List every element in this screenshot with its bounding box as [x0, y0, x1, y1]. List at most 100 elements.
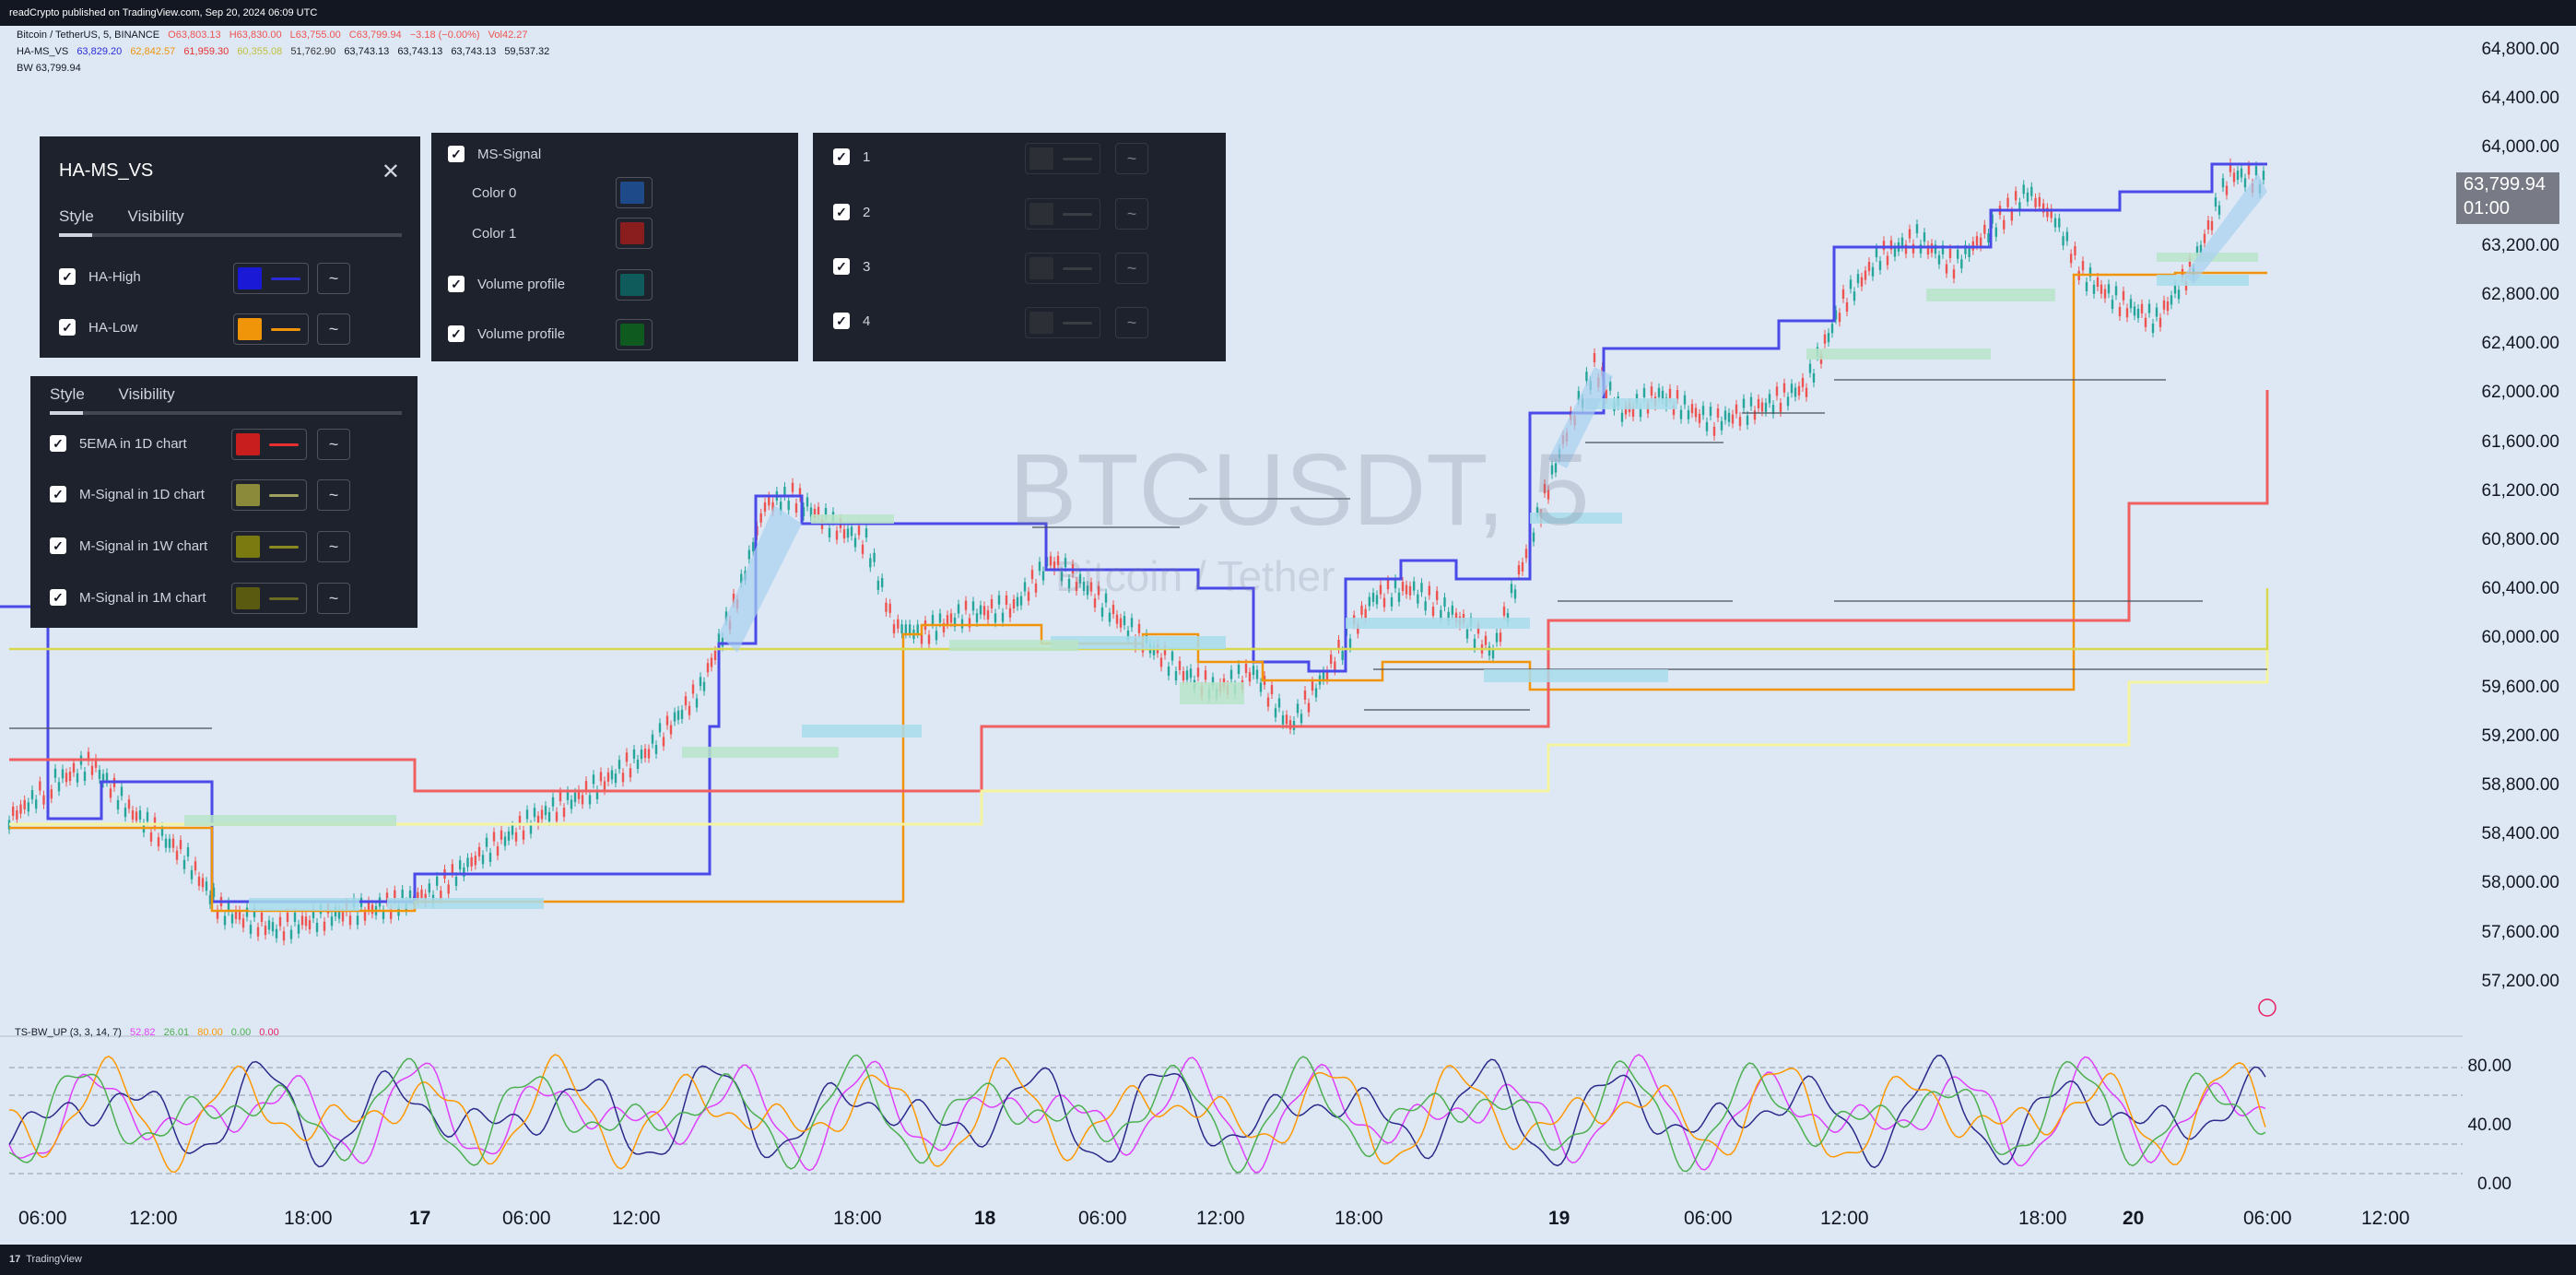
price-chart-canvas[interactable] [0, 26, 2576, 1245]
time-tick: 18:00 [284, 1208, 333, 1229]
line-style-icon[interactable]: ~ [1115, 253, 1148, 284]
time-tick: 17 [409, 1208, 431, 1229]
candle-body [555, 811, 559, 821]
tab-style[interactable]: Style [50, 385, 85, 403]
candle-body [2162, 300, 2166, 310]
candle-body [1956, 249, 1959, 259]
checkbox[interactable]: ✓ [50, 589, 66, 606]
candle-body [573, 792, 577, 802]
candle-body [654, 744, 658, 754]
checkbox[interactable]: ✓ [833, 148, 850, 165]
candle-body [2166, 301, 2170, 312]
color-swatch-msignal-1w[interactable] [231, 531, 307, 562]
checkbox[interactable]: ✓ [50, 486, 66, 502]
candle-body [979, 605, 982, 615]
candle-body [768, 496, 770, 506]
line-style-icon[interactable]: ~ [317, 479, 350, 511]
candle-body [2030, 186, 2033, 196]
candle-body [1760, 402, 1764, 412]
volume-profile-bar [1484, 669, 1668, 682]
candle-body [175, 850, 179, 860]
candle-body [828, 527, 831, 537]
candle-body [824, 508, 828, 518]
checkbox[interactable]: ✓ [833, 204, 850, 220]
line-style-icon[interactable]: ~ [1115, 198, 1148, 230]
color-swatch-volume-profile-2[interactable] [616, 319, 653, 350]
tab-visibility[interactable]: Visibility [118, 385, 175, 403]
candle-body [367, 901, 371, 911]
line-style-icon[interactable]: ~ [317, 429, 350, 460]
line-style-icon[interactable]: ~ [1115, 143, 1148, 174]
color-swatch-color0[interactable] [616, 177, 653, 208]
candle-body [2014, 191, 2017, 201]
candle-body [865, 528, 868, 538]
price-tick: 64,000.00 [2481, 137, 2559, 158]
candle-body [536, 815, 540, 825]
candle-body [1270, 685, 1274, 695]
checkbox[interactable]: ✓ [50, 537, 66, 554]
checkbox[interactable]: ✓ [448, 146, 465, 162]
close-icon[interactable]: ✕ [381, 159, 400, 184]
candle-body [182, 859, 186, 869]
candle-body [2133, 306, 2136, 316]
color-swatch-color1[interactable] [616, 218, 653, 249]
candle-body [105, 773, 109, 783]
time-tick: 12:00 [1820, 1208, 1869, 1229]
checkbox[interactable]: ✓ [448, 325, 465, 342]
checkbox[interactable]: ✓ [448, 276, 465, 292]
candle-body [2034, 197, 2037, 207]
candle-body [960, 619, 964, 629]
candle-body [1382, 597, 1386, 608]
checkbox[interactable]: ✓ [59, 319, 76, 336]
checkbox[interactable]: ✓ [50, 435, 66, 452]
candle-body [1303, 691, 1307, 701]
candle-body [1285, 714, 1288, 725]
candle-body [1086, 585, 1089, 596]
checkbox[interactable]: ✓ [833, 313, 850, 329]
color-swatch-ha-low[interactable] [233, 313, 309, 345]
candle-body [791, 482, 794, 492]
line-style-icon[interactable]: ~ [317, 583, 350, 614]
price-tick: 61,200.00 [2481, 480, 2559, 501]
candle-body [2026, 192, 2029, 202]
candle-body [216, 909, 219, 919]
candle-body [245, 907, 249, 917]
color-swatch-5ema[interactable] [231, 429, 307, 460]
candle-body [1919, 243, 1923, 254]
line-style-icon[interactable]: ~ [1115, 307, 1148, 338]
candle-body [584, 781, 588, 791]
color-swatch-ha-high[interactable] [233, 263, 309, 294]
time-tick: 12:00 [2361, 1208, 2410, 1229]
color-swatch-2[interactable] [1025, 198, 1100, 230]
candle-body [2062, 236, 2064, 246]
color-swatch-msignal-1d[interactable] [231, 479, 307, 511]
candle-body [1012, 598, 1016, 608]
candle-body [1060, 572, 1064, 582]
candle-body [1137, 623, 1141, 633]
line-style-icon[interactable]: ~ [317, 531, 350, 562]
candle-body [2151, 324, 2155, 333]
chart-area[interactable]: Bitcoin / TetherUS, 5, BINANCE O63,803.1… [0, 26, 2576, 1245]
checkbox[interactable]: ✓ [59, 268, 76, 285]
color-swatch-4[interactable] [1025, 307, 1100, 338]
candle-body [850, 526, 853, 537]
candle-body [223, 915, 227, 926]
checkbox[interactable]: ✓ [833, 258, 850, 275]
candle-body [971, 601, 975, 611]
tab-visibility[interactable]: Visibility [127, 207, 184, 225]
line-style-icon[interactable]: ~ [317, 313, 350, 345]
line-style-icon[interactable]: ~ [317, 263, 350, 294]
candle-body [341, 912, 345, 922]
candle-body [68, 772, 72, 782]
settings-panel-levels: ✓ 1 ~ ✓ 2 ~ ✓ 3 ~ ✓ 4 ~ [813, 133, 1226, 361]
candle-body [1495, 632, 1499, 643]
candle-body [1934, 244, 1937, 254]
color-swatch-volume-profile[interactable] [616, 269, 653, 301]
candle-body [1593, 353, 1596, 363]
color-swatch-1[interactable] [1025, 143, 1100, 174]
candle-body [1424, 601, 1427, 611]
color-swatch-msignal-1m[interactable] [231, 583, 307, 614]
tab-style[interactable]: Style [59, 207, 94, 225]
color-swatch-3[interactable] [1025, 253, 1100, 284]
candle-body [1454, 612, 1458, 622]
